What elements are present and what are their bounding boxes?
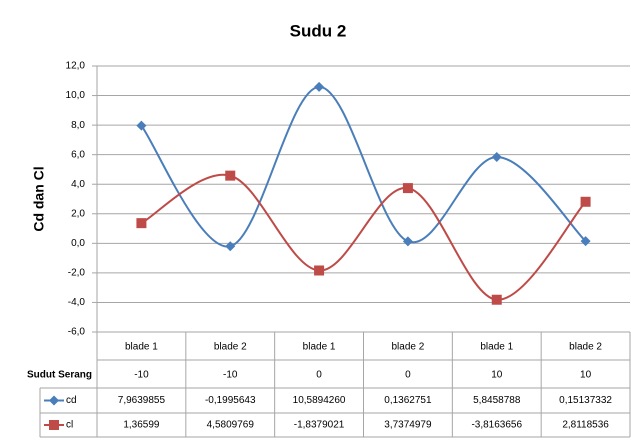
x-tick-label: blade 1 (125, 342, 158, 353)
y-tick-label: 10,0 (66, 90, 86, 101)
marker (491, 294, 502, 305)
series-line (140, 173, 587, 301)
marker (402, 183, 413, 194)
marker (314, 81, 325, 92)
legend-label: cl (66, 420, 73, 431)
y-tick-label: 8,0 (71, 120, 85, 131)
legend-marker (49, 420, 59, 430)
y-tick-label: -2,0 (68, 268, 86, 279)
x-tick-label: blade 1 (480, 342, 513, 353)
category-group-label: -10 (134, 370, 149, 381)
data-table-value: 5,8458788 (473, 395, 521, 406)
category-group-title: Sudut Serang (27, 370, 92, 381)
marker (136, 120, 147, 131)
marker (491, 151, 502, 162)
data-table-value: 4,5809769 (207, 420, 255, 431)
category-group-label: 10 (491, 370, 503, 381)
data-table-value: 0,15137332 (559, 395, 612, 406)
data-table-value: 0,1362751 (384, 395, 432, 406)
category-group-label: 10 (580, 370, 592, 381)
legend-label: cd (66, 395, 77, 406)
marker (225, 170, 236, 181)
category-group-label: -10 (223, 370, 238, 381)
marker (136, 218, 147, 229)
marker (314, 265, 325, 276)
chart-title: Sudu 2 (290, 21, 347, 40)
marker (580, 236, 591, 247)
x-tick-label: blade 1 (303, 342, 336, 353)
y-axis-label: Cd dan Cl (31, 166, 47, 231)
x-tick-label: blade 2 (392, 342, 425, 353)
data-table-value: 2,8118536 (562, 420, 609, 431)
x-tick-label: blade 2 (214, 342, 247, 353)
data-table-value: 10,5894260 (293, 395, 346, 406)
data-table-value: -1,8379021 (294, 420, 345, 431)
data-table-value: -0,1995643 (205, 395, 256, 406)
y-tick-label: 4,0 (71, 179, 85, 190)
legend-marker (49, 395, 59, 406)
y-tick-label: 6,0 (71, 149, 85, 160)
y-tick-label: -6,0 (68, 327, 86, 338)
x-tick-label: blade 2 (569, 342, 602, 353)
marker (580, 196, 591, 207)
y-tick-label: -4,0 (68, 297, 86, 308)
category-group-label: 0 (316, 370, 322, 381)
category-group-label: 0 (405, 370, 411, 381)
marker (402, 236, 413, 247)
y-tick-label: 12,0 (66, 61, 86, 72)
series-line (140, 85, 587, 248)
y-tick-label: 0,0 (71, 238, 85, 249)
data-table-value: -3,8163656 (471, 420, 522, 431)
data-table-value: 1,36599 (123, 420, 160, 431)
marker (225, 241, 236, 252)
data-table-value: 3,7374979 (384, 420, 432, 431)
y-tick-label: 2,0 (71, 208, 85, 219)
data-table-value: 7,9639855 (118, 395, 166, 406)
